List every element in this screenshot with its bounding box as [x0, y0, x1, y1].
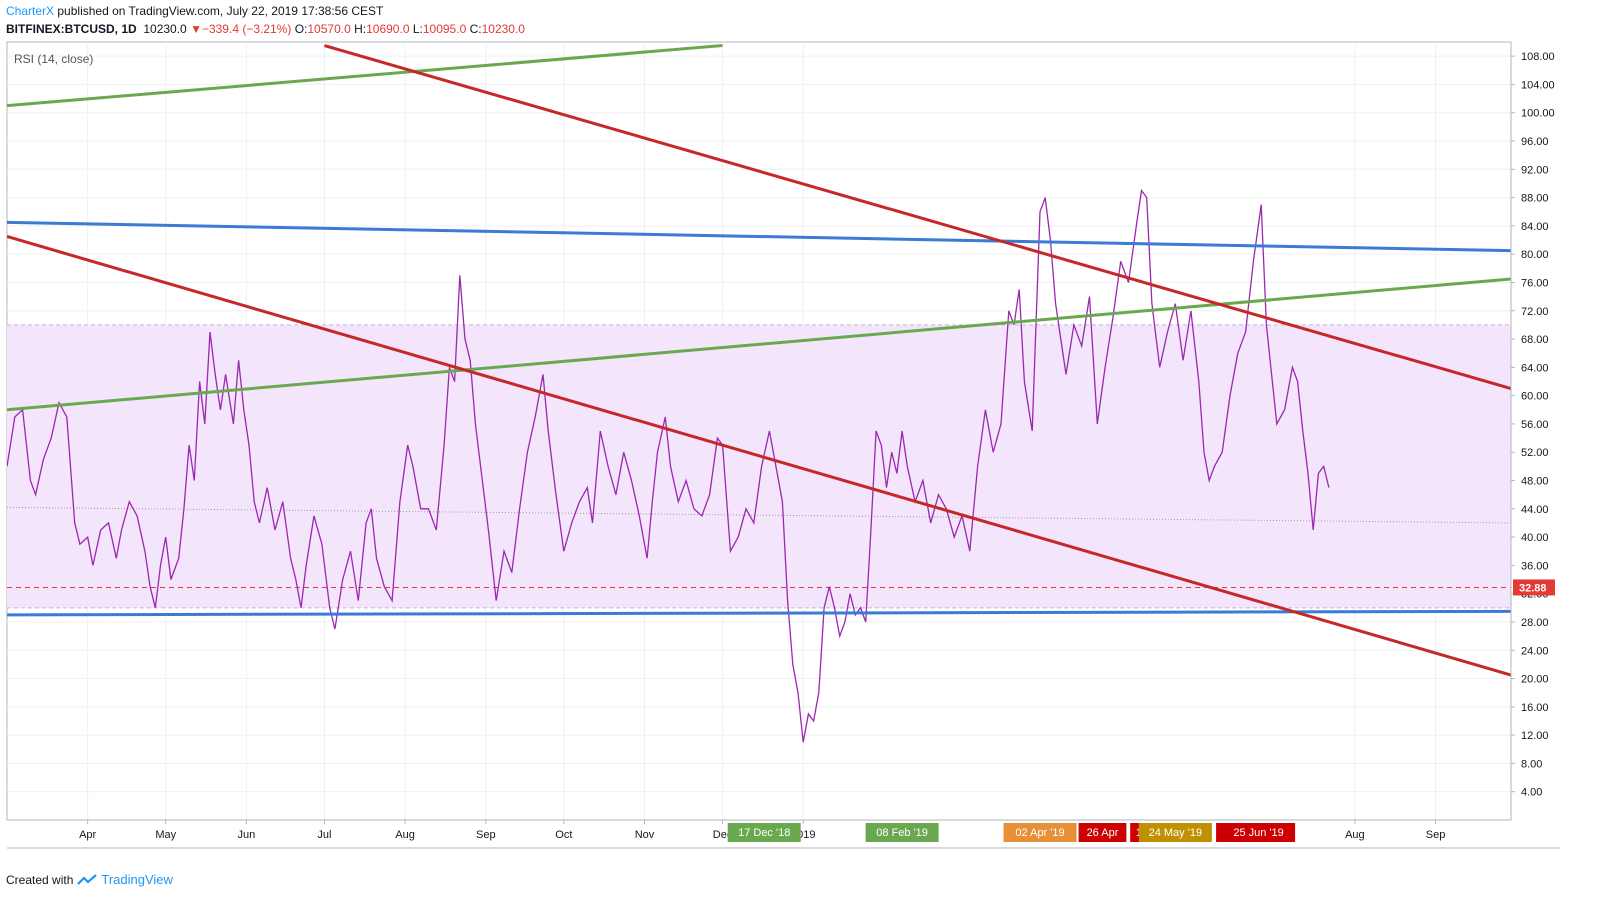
date-tag: [727, 823, 801, 842]
y-tick-label: 20.00: [1521, 674, 1549, 686]
open-value: 10570.0: [307, 22, 351, 36]
date-tag: [865, 823, 939, 842]
created-with-text: Created with: [6, 872, 74, 887]
x-tick-label: Aug: [1345, 829, 1365, 841]
date-tag-label: 26 Apr: [1087, 827, 1119, 839]
y-tick-label: 60.00: [1521, 391, 1549, 403]
y-tick-label: 104.00: [1521, 79, 1555, 91]
current-value-tag: [1513, 579, 1555, 596]
y-tick-label: 12.00: [1521, 730, 1549, 742]
y-tick-label: 8.00: [1521, 758, 1542, 770]
symbol-info: BITFINEX:BTCUSD, 1D 10230.0 ▼−339.4 (−3.…: [6, 22, 525, 36]
close-value: 10230.0: [481, 22, 525, 36]
close-label: C:: [469, 22, 482, 36]
date-tag: [1222, 823, 1296, 842]
y-tick-label: 100.00: [1521, 108, 1555, 120]
indicator-label: RSI (14, close): [14, 52, 94, 66]
trendline-red-4: [324, 44, 1511, 391]
symbol-label: BITFINEX:BTCUSD, 1D: [6, 22, 137, 36]
y-tick-label: 56.00: [1521, 419, 1549, 431]
x-tick-label: Jul: [317, 829, 331, 841]
current-value-label: 32.88: [1519, 582, 1547, 594]
x-tick-label: Oct: [555, 829, 572, 841]
x-tick-label: Apr: [79, 829, 96, 841]
trendline-green-0: [7, 44, 723, 108]
tradingview-brand[interactable]: TradingView: [101, 872, 173, 887]
x-tick-label: Sep: [476, 829, 496, 841]
y-tick-label: 80.00: [1521, 249, 1549, 261]
y-tick-label: 72.00: [1521, 306, 1549, 318]
x-tick-label: Nov: [635, 829, 655, 841]
y-tick-label: 36.00: [1521, 560, 1549, 572]
x-tick-label: Jun: [238, 829, 256, 841]
publish-info: CharterX published on TradingView.com, J…: [6, 4, 383, 18]
open-label: O:: [294, 22, 308, 36]
y-tick-label: 48.00: [1521, 476, 1549, 488]
y-tick-label: 52.00: [1521, 447, 1549, 459]
low-label: L:: [412, 22, 423, 36]
y-tick-label: 40.00: [1521, 532, 1549, 544]
y-tick-label: 28.00: [1521, 617, 1549, 629]
high-value: 10690.0: [366, 22, 410, 36]
date-tag: [1003, 823, 1077, 842]
y-tick-label: 16.00: [1521, 702, 1549, 714]
trendline-blue-3: [7, 609, 1511, 617]
last-price: 10230.0: [143, 22, 187, 36]
trendline-green-1: [7, 277, 1511, 412]
date-tag-label: 24 May '19: [1149, 827, 1202, 839]
price-change: ▼−339.4 (−3.21%): [190, 22, 292, 36]
date-tag-label: 02 Apr '19: [1015, 827, 1064, 839]
author-link[interactable]: CharterX: [6, 4, 55, 18]
y-tick-label: 96.00: [1521, 136, 1549, 148]
y-tick-label: 92.00: [1521, 164, 1549, 176]
y-tick-label: 4.00: [1521, 787, 1542, 799]
date-tag-label: 08 Feb '19: [876, 827, 928, 839]
y-tick-label: 84.00: [1521, 221, 1549, 233]
y-tick-label: 108.00: [1521, 51, 1555, 63]
y-tick-label: 24.00: [1521, 645, 1549, 657]
date-tag-label: 17 Dec '18: [738, 827, 790, 839]
y-tick-label: 68.00: [1521, 334, 1549, 346]
low-value: 10095.0: [422, 22, 467, 36]
x-tick-label: Aug: [395, 829, 415, 841]
rsi-series-line: [7, 188, 1330, 743]
date-tag: [1138, 823, 1212, 842]
date-tag-label: 25 Jun '19: [1233, 827, 1283, 839]
tradingview-logo-icon: [77, 873, 98, 885]
published-text: published on TradingView.com, July 22, 2…: [57, 4, 384, 18]
date-tag: [1078, 823, 1127, 842]
trendline-red-5: [7, 235, 1511, 677]
y-tick-label: 88.00: [1521, 193, 1549, 205]
high-label: H:: [354, 22, 367, 36]
footer: Created with TradingView: [6, 872, 173, 887]
x-tick-label: May: [155, 829, 176, 841]
y-tick-label: 76.00: [1521, 277, 1549, 289]
trendline-blue-2: [7, 220, 1511, 253]
y-tick-label: 64.00: [1521, 362, 1549, 374]
rsi-band: [7, 324, 1511, 608]
y-tick-label: 44.00: [1521, 504, 1549, 516]
x-tick-label: Sep: [1426, 829, 1446, 841]
